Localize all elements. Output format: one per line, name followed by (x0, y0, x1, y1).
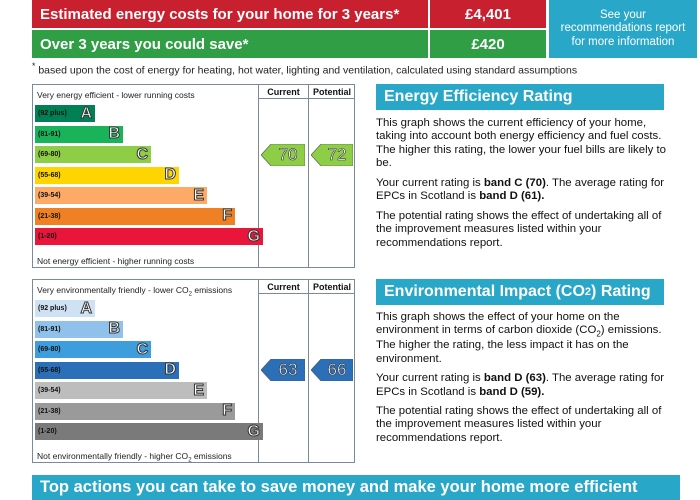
energy-paragraph-3: The potential rating shows the effect of… (376, 209, 662, 249)
energy-paragraph-1: This graph shows the current efficiency … (376, 117, 666, 170)
current-rating-value: 70 (278, 144, 298, 164)
band-b: (81-91) B (35, 320, 123, 338)
band-a: (92 plus) A (35, 300, 95, 317)
band-letter: F (222, 402, 233, 419)
band-d: (55-68) D (35, 361, 179, 379)
band-range: (39-54) (38, 192, 61, 199)
column-divider (258, 280, 259, 462)
potential-rating-value: 66 (327, 360, 347, 380)
band-letter: G (247, 227, 260, 245)
potential-arrow-shape (311, 359, 353, 381)
chart-top-label: Very energy efficient - lower running co… (37, 90, 195, 100)
band-range: (81-91) (38, 130, 61, 138)
band-g: (1-20) G (35, 423, 263, 440)
estimated-costs-label: Estimated energy costs for your home for… (32, 0, 428, 28)
potential-rating-arrow: 66 (311, 359, 353, 381)
co2-paragraph-2: Your current rating is band D (63). The … (376, 372, 665, 398)
co2-section-body: This graph shows the effect of your home… (376, 311, 666, 445)
chart-top-label: Very environmentally friendly - lower CO… (37, 285, 233, 298)
band-range: (92 plus) (38, 305, 67, 312)
current-column-header: Current (259, 85, 308, 99)
band-range: (21-38) (38, 407, 61, 415)
band-range: (69-80) (38, 346, 61, 353)
band-range: (1-20) (38, 428, 57, 435)
band-letter: A (80, 299, 93, 317)
co2-section-title: Environmental Impact (CO 2) Rating (376, 279, 664, 305)
band-letter: D (164, 361, 177, 378)
energy-section-title: Energy Efficiency Rating (376, 84, 664, 110)
band-letter: B (108, 320, 121, 337)
footnote-mark: * (32, 61, 36, 71)
band-f: (21-38) F (35, 402, 235, 420)
co2-paragraph-1: This graph shows the effect of your home… (376, 311, 662, 365)
energy-efficiency-chart: Current Potential Very energy efficient … (32, 84, 355, 268)
band-letter: E (193, 186, 205, 204)
potential-rating-arrow: 72 (311, 143, 353, 166)
band-c: (69-80) C (35, 341, 151, 358)
chart-bottom-label: Not energy efficient - higher running co… (37, 256, 195, 266)
footnote-text: based upon the cost of energy for heatin… (38, 64, 578, 77)
current-rating-value: 63 (278, 360, 298, 380)
current-arrow-shape (261, 143, 305, 166)
footnote: * based upon the cost of energy for heat… (32, 61, 577, 77)
potential-arrow-shape (311, 143, 353, 166)
energy-paragraph-2: Your current rating is band C (70). The … (376, 176, 665, 203)
current-rating-arrow: 70 (261, 143, 305, 166)
band-range: (55-68) (38, 171, 61, 179)
band-a: (92 plus) A (35, 105, 95, 122)
savings-value: £420 (430, 30, 546, 58)
band-range: (92 plus) (38, 110, 67, 117)
co2-paragraph-3: The potential rating shows the effect of… (376, 404, 662, 444)
current-column-header: Current (259, 280, 308, 294)
band-letter: E (193, 381, 205, 399)
band-range: (1-20) (38, 233, 57, 240)
savings-label: Over 3 years you could save* (32, 30, 428, 58)
band-letter: A (80, 104, 93, 122)
band-g: (1-20) G (35, 228, 263, 245)
current-rating-arrow: 63 (261, 359, 305, 381)
band-letter: G (247, 422, 260, 440)
band-e: (39-54) E (35, 187, 207, 204)
potential-rating-value: 72 (327, 144, 347, 164)
band-letter: C (136, 145, 149, 163)
band-letter: B (108, 125, 121, 142)
band-f: (21-38) F (35, 207, 235, 225)
band-c: (69-80) C (35, 146, 151, 163)
potential-column-header: Potential (309, 85, 355, 99)
band-d: (55-68) D (35, 166, 179, 184)
column-divider (258, 85, 259, 267)
band-letter: C (136, 340, 149, 358)
potential-column-header: Potential (309, 280, 355, 294)
band-range: (81-91) (38, 325, 61, 333)
band-range: (21-38) (38, 212, 61, 220)
chart-bottom-label: Not environmentally friendly - higher CO… (37, 451, 232, 464)
energy-section-body: This graph shows the current efficiency … (376, 117, 666, 250)
estimated-costs-value: £4,401 (430, 0, 546, 28)
band-range: (69-80) (38, 151, 61, 158)
top-actions-banner[interactable]: Top actions you can take to save money a… (32, 475, 680, 500)
band-e: (39-54) E (35, 382, 207, 399)
band-range: (55-68) (38, 366, 61, 374)
co2-impact-chart: Current Potential Very environmentally f… (32, 279, 355, 464)
column-divider (308, 85, 309, 267)
column-divider (308, 280, 309, 462)
band-range: (39-54) (38, 387, 61, 394)
band-letter: D (164, 166, 177, 183)
recommendations-link[interactable]: See your recommendations report for more… (549, 0, 697, 58)
current-arrow-shape (261, 359, 305, 381)
band-b: (81-91) B (35, 125, 123, 143)
band-letter: F (222, 207, 233, 224)
